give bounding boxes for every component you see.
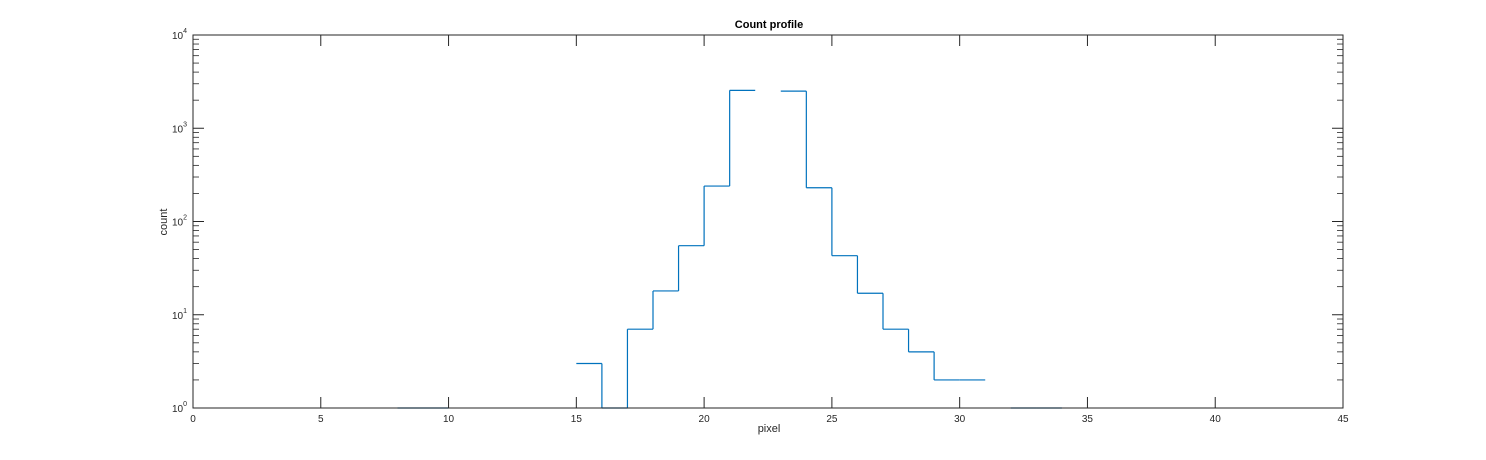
y-tick-label: 101 xyxy=(172,308,187,322)
series-layer xyxy=(397,89,1062,409)
x-tick-label: 35 xyxy=(1082,414,1094,425)
y-tick-label: 103 xyxy=(172,121,187,135)
y-tick-label: 100 xyxy=(172,401,187,415)
x-tick-label: 45 xyxy=(1337,414,1349,425)
y-tick-label: 104 xyxy=(172,28,187,42)
axes-frame xyxy=(192,34,1344,409)
x-tick-label: 15 xyxy=(571,414,583,425)
x-tick-label: 10 xyxy=(443,414,455,425)
x-tick-label: 30 xyxy=(954,414,966,425)
x-tick-label: 20 xyxy=(699,414,711,425)
y-tick-label: 102 xyxy=(172,215,187,229)
y-axis-label: count xyxy=(158,209,170,236)
x-tick-label: 0 xyxy=(190,414,196,425)
x-axis-label: pixel xyxy=(758,423,781,435)
x-tick-label: 25 xyxy=(826,414,838,425)
x-tick-label: 5 xyxy=(318,414,324,425)
axes-layer: 0 5 10 15 20 25 30 35 40 45 100 101 102 103 104 xyxy=(172,28,1349,425)
chart-title: Count profile xyxy=(735,19,803,31)
x-tick-label: 40 xyxy=(1210,414,1222,425)
